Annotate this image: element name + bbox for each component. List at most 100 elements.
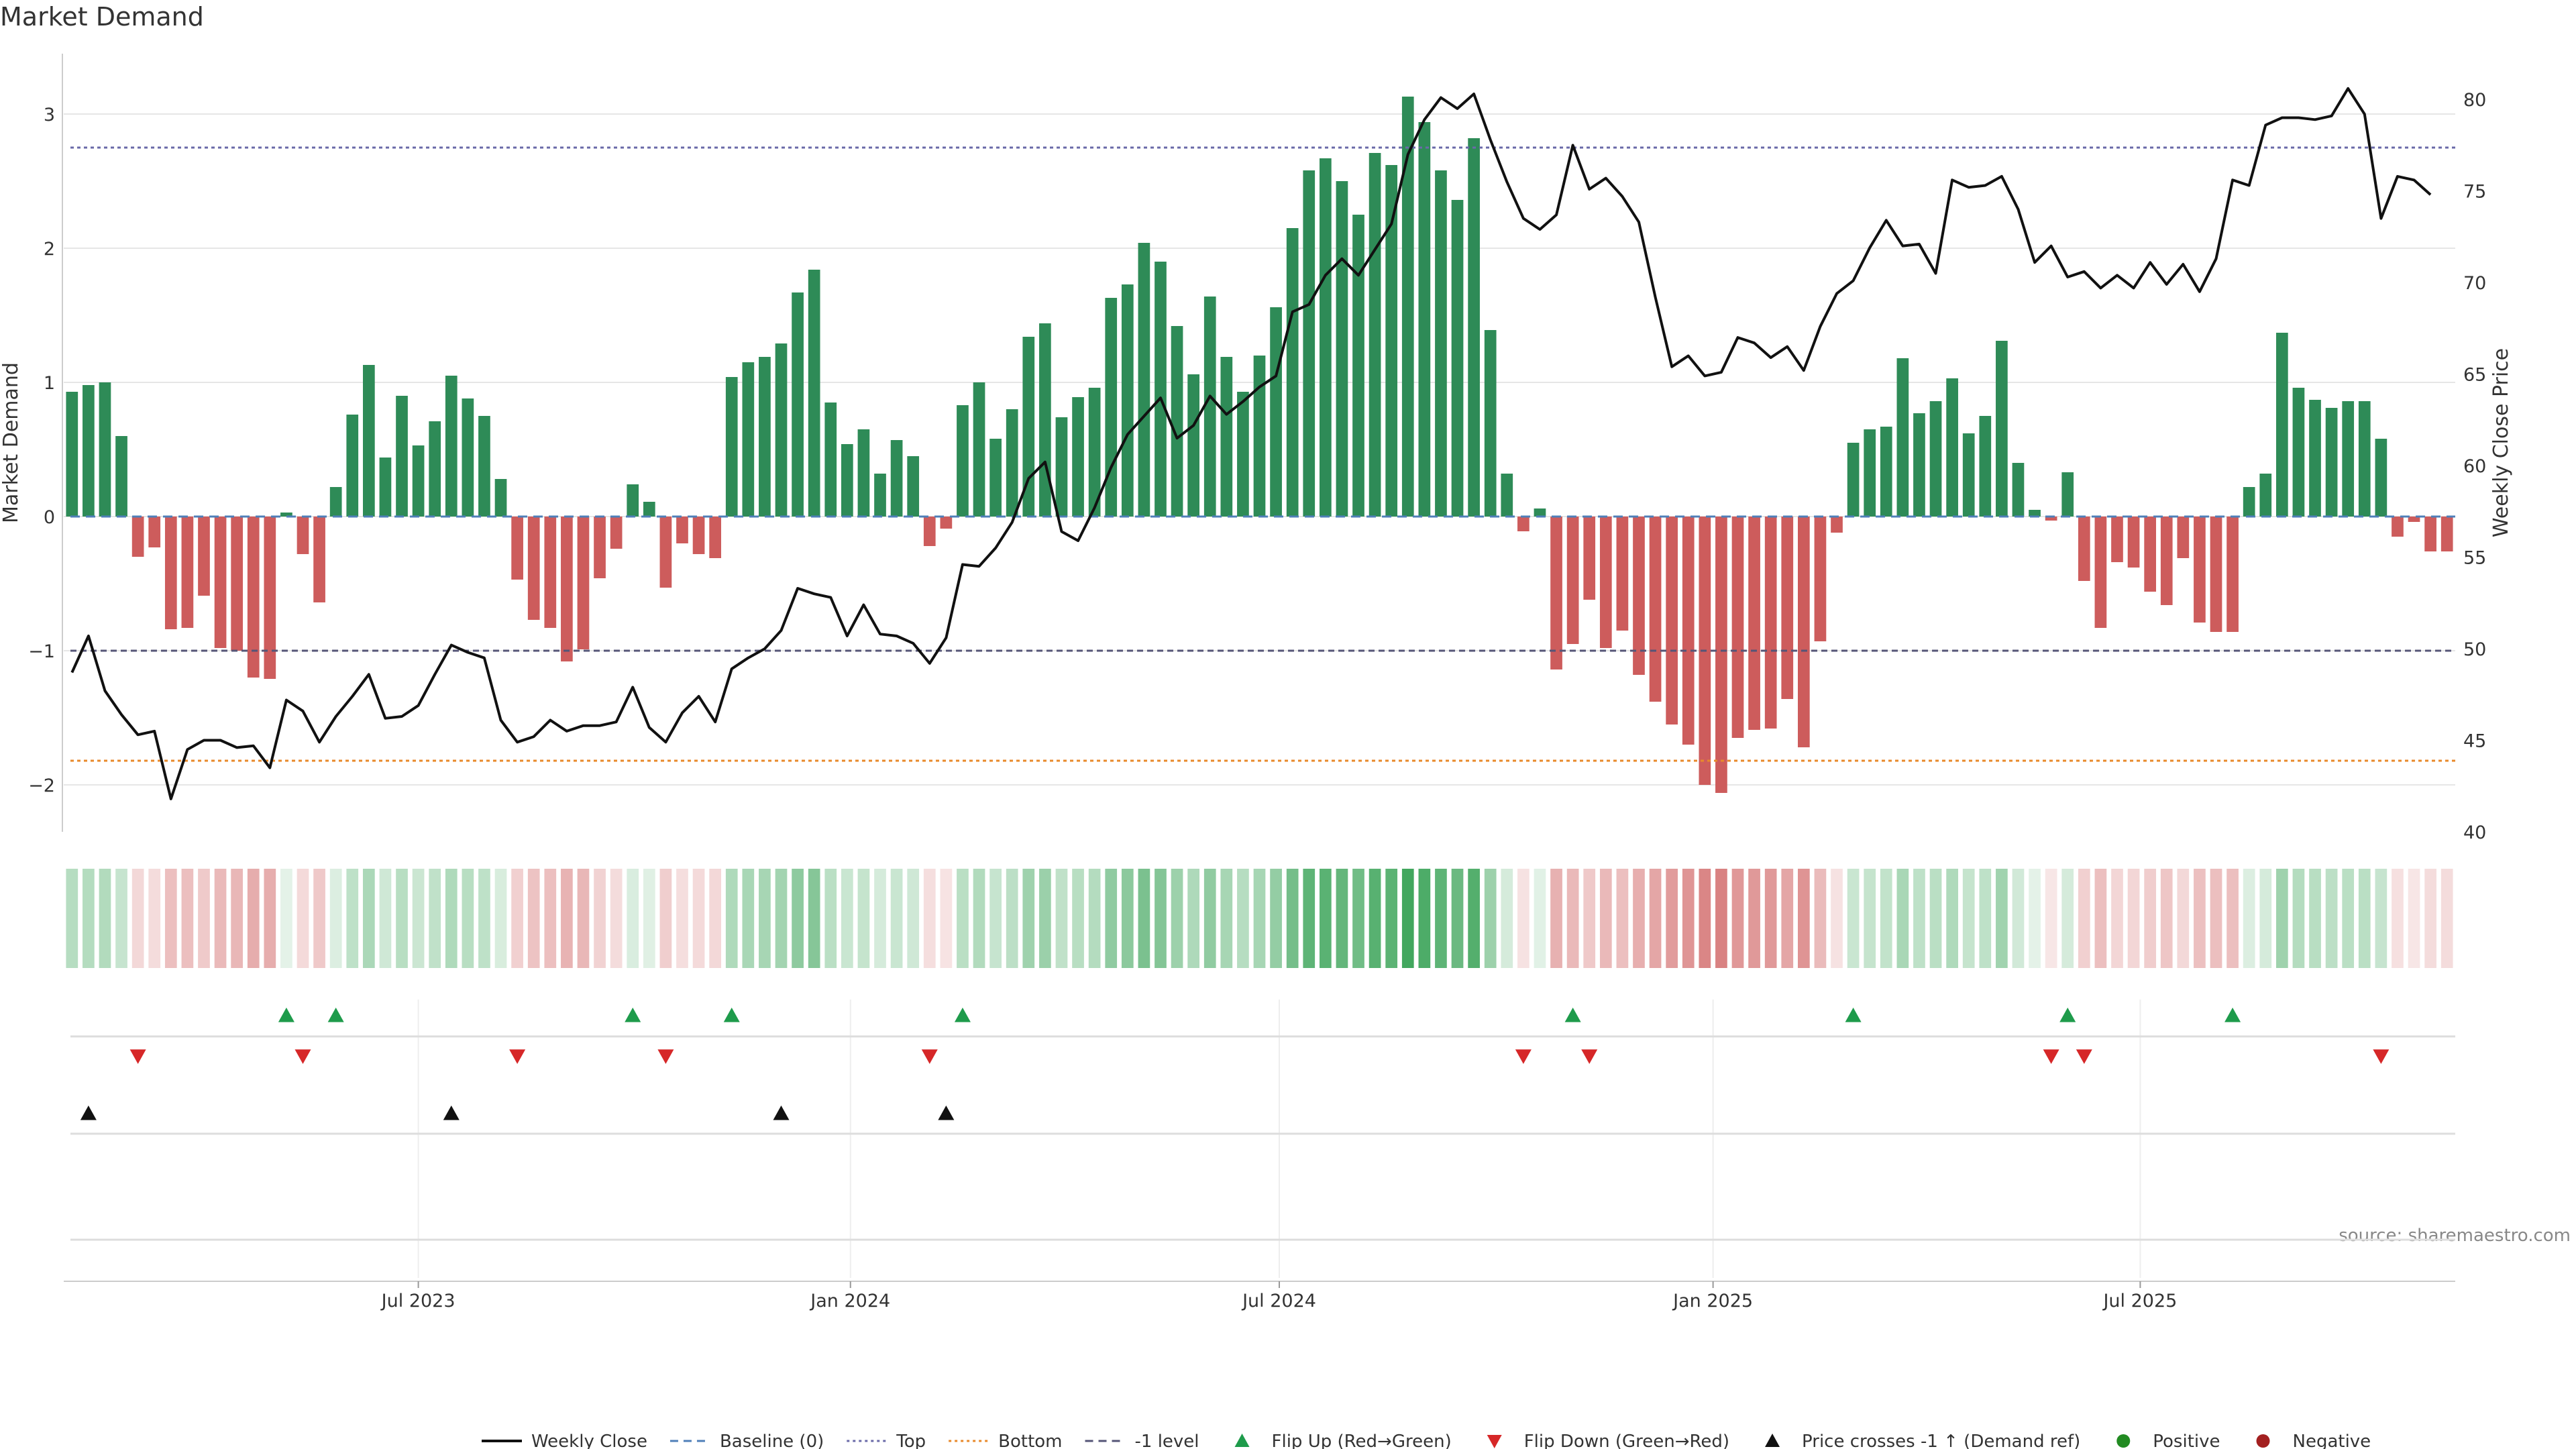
heat-cell — [1451, 869, 1464, 968]
demand-bar — [627, 484, 639, 517]
y2-tick-label: 75 — [2463, 182, 2486, 203]
demand-bar — [2111, 517, 2123, 562]
demand-bar — [198, 517, 210, 596]
heat-cell — [1171, 869, 1183, 968]
demand-bar — [2210, 517, 2222, 632]
legend-entry: Weekly Close — [482, 1432, 647, 1449]
heat-cell — [1155, 869, 1167, 968]
demand-bar — [2259, 474, 2272, 517]
heat-cell — [2177, 869, 2190, 968]
legend-entry: Flip Down (Green→Red) — [1487, 1432, 1729, 1449]
heat-cell — [2078, 869, 2090, 968]
legend-entry: -1 level — [1085, 1432, 1199, 1449]
demand-bar — [1599, 517, 1612, 648]
demand-bar — [2061, 472, 2074, 517]
demand-bar — [1270, 307, 1282, 517]
flip-up-marker — [2224, 1008, 2241, 1022]
demand-bar — [792, 292, 804, 517]
heat-cell — [1352, 869, 1364, 968]
heat-cell — [83, 869, 95, 968]
x-axis: Jul 2023 Jan 2024 Jul 2024 Jan 2025 Jul 2025 — [64, 1281, 2455, 1311]
demand-heatstrip — [66, 869, 2453, 968]
heat-cell — [940, 869, 953, 968]
heat-cell — [2243, 869, 2255, 968]
demand-bar — [577, 517, 590, 649]
heat-cell — [1072, 869, 1084, 968]
demand-bar — [313, 517, 325, 602]
demand-bar — [544, 517, 557, 628]
heat-cell — [1237, 869, 1249, 968]
legend-entry: Positive — [2116, 1432, 2220, 1449]
x-tick-label: Jan 2025 — [1672, 1291, 1753, 1311]
legend: Weekly Close Baseline (0) Top Bottom -1 leve… — [482, 1432, 2371, 1449]
demand-bar — [659, 517, 672, 588]
demand-bar — [66, 392, 78, 517]
heat-cell — [181, 869, 194, 968]
heat-cell — [890, 869, 903, 968]
demand-bar — [2160, 517, 2173, 605]
demand-bar — [824, 402, 837, 517]
demand-bar — [742, 362, 755, 517]
flip-up-marker — [278, 1008, 294, 1022]
heat-cell — [131, 869, 144, 968]
legend-label: Weekly Close — [531, 1432, 647, 1449]
demand-bar — [2144, 517, 2157, 592]
heat-cell — [1517, 869, 1529, 968]
demand-bar — [329, 487, 342, 517]
demand-bar — [1979, 416, 1992, 517]
level-lines — [70, 146, 2455, 762]
heat-cell — [2029, 869, 2041, 968]
heat-cell — [2392, 869, 2404, 968]
demand-bar — [725, 377, 738, 517]
heat-cell — [759, 869, 771, 968]
heat-cell — [2424, 869, 2436, 968]
demand-bar — [527, 517, 540, 620]
demand-bar — [1764, 517, 1777, 729]
heat-cell — [280, 869, 292, 968]
legend-label: Negative — [2293, 1432, 2371, 1449]
heat-cell — [164, 869, 177, 968]
demand-bar — [2029, 510, 2041, 517]
heat-cell — [2194, 869, 2206, 968]
heat-cell — [1336, 869, 1348, 968]
heat-cell — [2127, 869, 2140, 968]
demand-bar — [148, 517, 161, 547]
heat-cell — [412, 869, 425, 968]
heat-cell — [1534, 869, 1546, 968]
x-tick-label: Jul 2025 — [2102, 1291, 2177, 1311]
heat-cell — [841, 869, 853, 968]
y2-axis-label: Weekly Close Price — [2489, 348, 2513, 537]
legend-label: Flip Down (Green→Red) — [1524, 1432, 1729, 1449]
flip-up-marker — [1564, 1008, 1581, 1022]
flip-down-marker — [1515, 1049, 1532, 1064]
heat-cell — [725, 869, 738, 968]
heat-cell — [1682, 869, 1695, 968]
y-tick-label: −2 — [28, 775, 55, 796]
heat-cell — [1946, 869, 1958, 968]
demand-bar — [429, 421, 441, 517]
heat-cell — [1286, 869, 1299, 968]
heat-cell — [511, 869, 523, 968]
demand-bar — [1748, 517, 1760, 730]
demand-bar — [2424, 517, 2436, 551]
heat-cell — [1220, 869, 1233, 968]
heat-cell — [2094, 869, 2107, 968]
demand-bar — [643, 502, 655, 517]
demand-bar — [2094, 517, 2107, 628]
flip-up-marker — [723, 1008, 740, 1022]
demand-bar — [1814, 517, 1827, 641]
heat-cell — [1781, 869, 1794, 968]
flip-down-marker — [921, 1049, 938, 1064]
demand-bar — [1880, 427, 1892, 517]
flip-down-marker — [2373, 1049, 2390, 1064]
demand-bar — [1352, 215, 1364, 517]
demand-bar — [131, 517, 144, 557]
x-tick-label: Jul 2024 — [1241, 1291, 1316, 1311]
demand-bar — [396, 396, 408, 517]
demand-bar — [1864, 429, 1876, 517]
demand-bar — [1517, 517, 1529, 531]
demand-bar — [2127, 517, 2140, 568]
demand-bar — [1649, 517, 1662, 702]
heat-cell — [2061, 869, 2074, 968]
heat-cell — [792, 869, 804, 968]
